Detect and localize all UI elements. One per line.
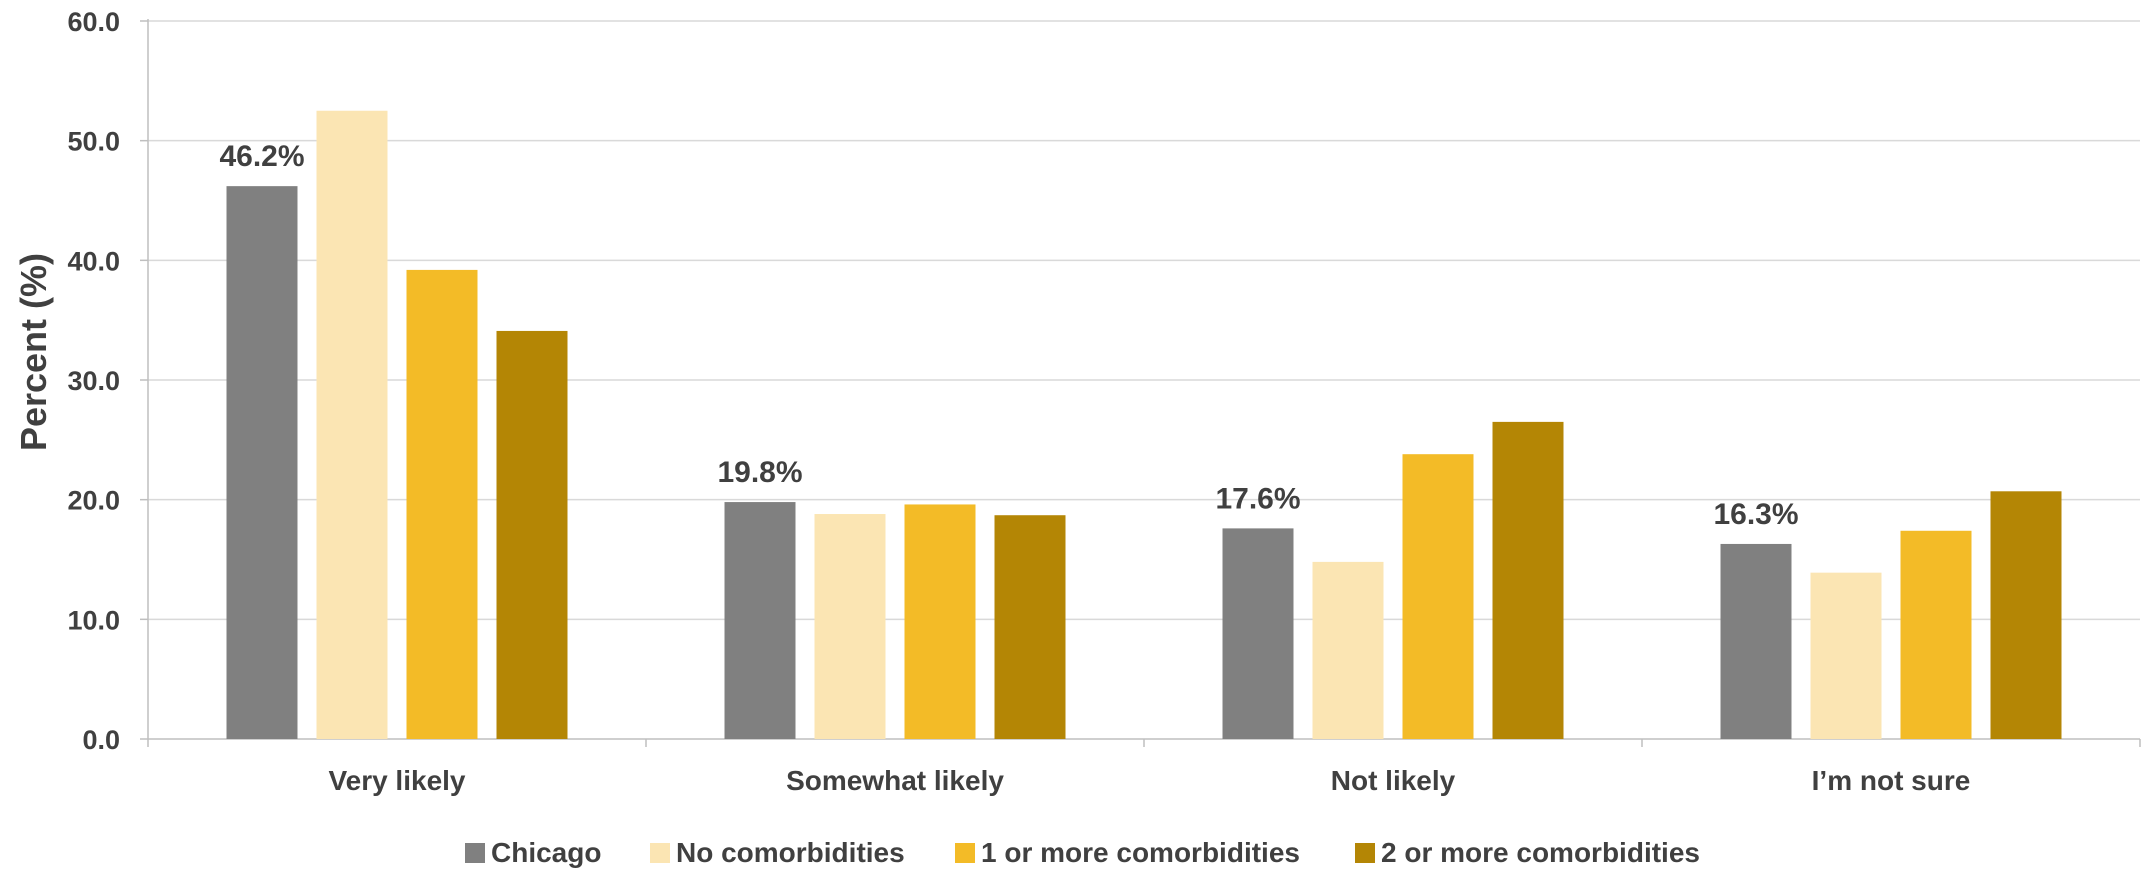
- bar: [1402, 454, 1474, 739]
- y-tick-label: 0.0: [82, 725, 120, 755]
- tick-labels: 0.0 10.0 20.0 30.0 40.0 50.0 60.0 Very likely So…: [67, 7, 1970, 796]
- bar: [1312, 561, 1384, 739]
- bar: [496, 330, 568, 739]
- bar: [1900, 530, 1972, 739]
- bar: [226, 186, 298, 739]
- data-label: 16.3%: [1713, 498, 1798, 531]
- y-tick-label: 20.0: [67, 486, 120, 516]
- bar: [1990, 491, 2062, 739]
- bar: [814, 514, 886, 739]
- legend-label: 1 or more comorbidities: [981, 837, 1300, 868]
- bar: [994, 515, 1066, 739]
- gridlines: [148, 20, 2140, 621]
- bar: [1720, 543, 1792, 739]
- y-tick-label: 50.0: [67, 127, 120, 157]
- x-tick-label: Not likely: [1331, 765, 1456, 796]
- legend-swatch: [465, 843, 485, 863]
- data-label: 17.6%: [1215, 482, 1300, 515]
- data-label: 19.8%: [717, 456, 802, 489]
- bar: [1810, 572, 1882, 739]
- legend: Chicago No comorbidities 1 or more comorbi…: [465, 837, 1700, 868]
- y-tick-label: 30.0: [67, 366, 120, 396]
- y-tick-label: 40.0: [67, 246, 120, 276]
- legend-swatch: [955, 843, 975, 863]
- legend-swatch: [1355, 843, 1375, 863]
- bar: [724, 502, 796, 739]
- bar: [1222, 528, 1294, 739]
- legend-label: No comorbidities: [676, 837, 905, 868]
- legend-label: Chicago: [491, 837, 601, 868]
- legend-swatch: [650, 843, 670, 863]
- bar: [904, 504, 976, 739]
- legend-label: 2 or more comorbidities: [1381, 837, 1700, 868]
- bar: [406, 269, 478, 739]
- data-labels: 46.2% 19.8% 17.6% 16.3%: [219, 140, 1798, 531]
- bars: [226, 110, 2062, 739]
- x-tick-label: Very likely: [328, 765, 465, 796]
- data-label: 46.2%: [219, 140, 304, 173]
- axes: [140, 19, 2141, 747]
- bar: [316, 110, 388, 739]
- bar: [1492, 421, 1564, 739]
- y-axis-title: Percent (%): [13, 253, 54, 451]
- x-tick-label: I’m not sure: [1812, 765, 1971, 796]
- y-tick-label: 60.0: [67, 7, 120, 37]
- y-tick-label: 10.0: [67, 605, 120, 635]
- x-tick-label: Somewhat likely: [786, 765, 1004, 796]
